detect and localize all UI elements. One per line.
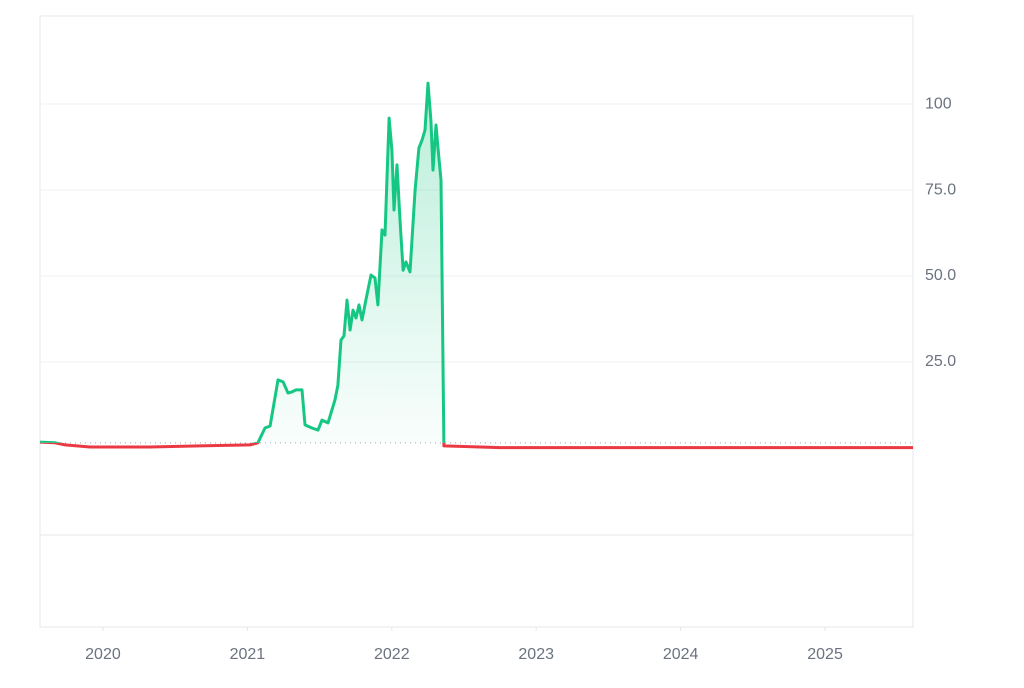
y-tick-label: 75.0 [925, 181, 956, 198]
price-line-up [40, 81, 446, 443]
y-tick-label: 100 [925, 95, 952, 112]
plot-frame [39, 15, 914, 628]
x-tick-label: 2025 [807, 646, 843, 663]
x-tick-label: 2023 [518, 646, 554, 663]
price-line-down [40, 442, 913, 450]
y-tick-label: 50.0 [925, 267, 956, 284]
x-tick-label: 2020 [85, 646, 121, 663]
y-tick-label: 25.0 [925, 353, 956, 370]
area-fill [40, 83, 913, 443]
x-tick-label: 2021 [230, 646, 266, 663]
x-tick-label: 2024 [663, 646, 699, 663]
x-tick-label: 2022 [374, 646, 410, 663]
